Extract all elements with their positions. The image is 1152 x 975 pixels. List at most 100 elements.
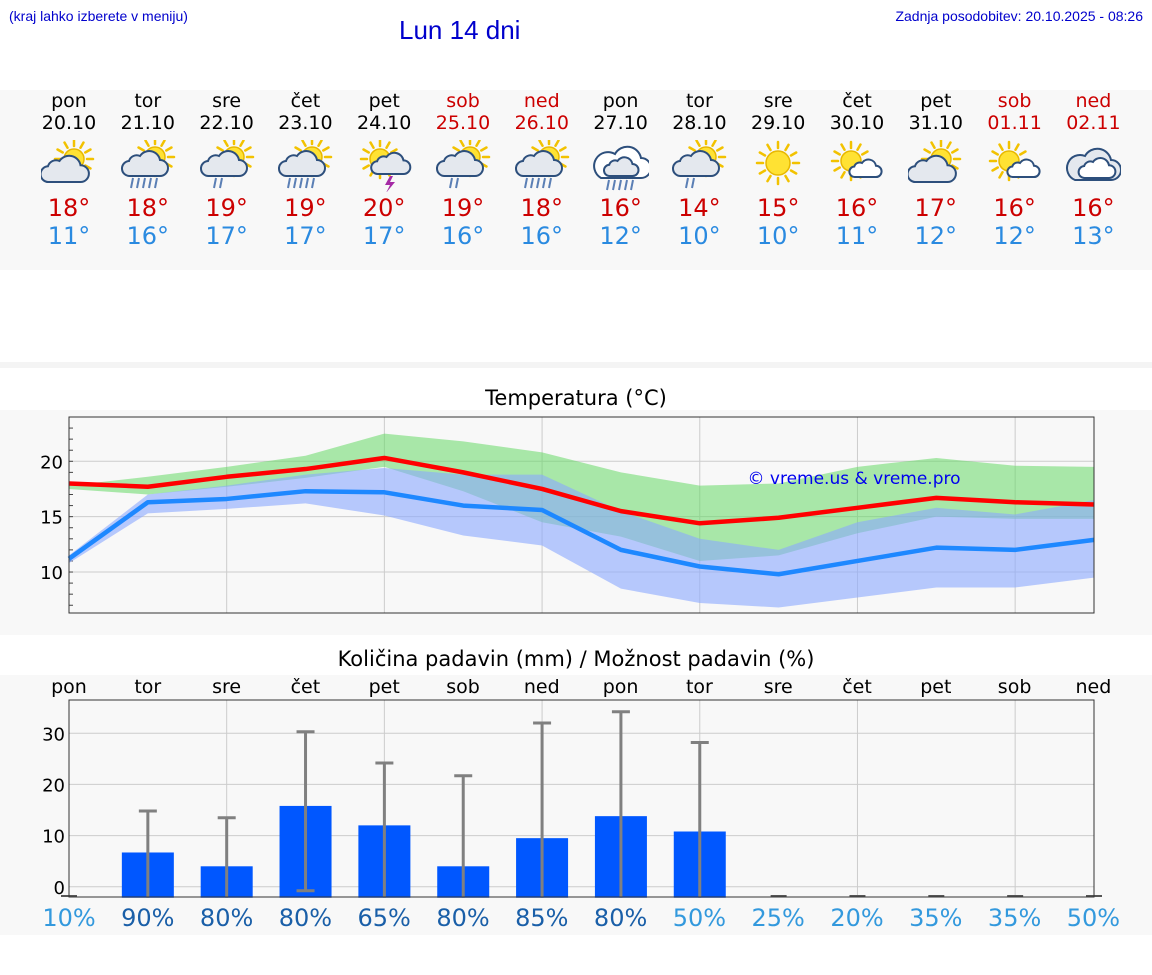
precipitation-probability: 85% (515, 904, 569, 932)
precipitation-probability: 10% (42, 904, 96, 932)
day-date: 22.10 (199, 112, 254, 134)
temp-min: 16° (126, 222, 170, 250)
temp-max: 16° (1072, 194, 1115, 222)
day-column: sob 01.11 16° 12° (975, 90, 1055, 250)
cloud-heavy-rain-icon (592, 145, 649, 191)
precipitation-probability: 90% (121, 904, 175, 932)
day-date: 24.10 (356, 112, 412, 134)
temp-max: 18° (47, 194, 91, 222)
weekday-label: pet (920, 676, 952, 698)
page-title: Lun 14 dni (399, 15, 521, 45)
sun-thunderstorm-icon (359, 140, 412, 192)
sun-cloud-heavy-rain-icon (514, 140, 570, 189)
location-hint: (kraj lahko izberete v meniju) (9, 8, 188, 24)
temp-min: 13° (1072, 222, 1115, 250)
last-update: Zadnja posodobitev: 20.10.2025 - 08:26 (895, 8, 1143, 24)
day-column: tor 28.10 14° 10° (659, 90, 739, 250)
sun-cloud-light-rain-icon (436, 140, 491, 189)
sun-cloud-heavy-rain-icon (120, 140, 176, 189)
day-name: sob (997, 90, 1032, 112)
temp-min: 10° (756, 222, 800, 250)
day-name: tor (134, 90, 162, 112)
day-column: čet 30.10 16° 11° (817, 90, 897, 250)
sun-cloud-light-rain-icon (672, 140, 727, 189)
temp-min: 12° (914, 222, 958, 250)
y-tick-label: 30 (42, 724, 65, 745)
cloudy-icon (1066, 147, 1122, 181)
day-date: 23.10 (278, 112, 333, 134)
temp-min: 10° (678, 222, 721, 250)
weekday-label: sre (212, 676, 242, 698)
day-name: tor (685, 90, 713, 112)
temp-max: 20° (362, 194, 406, 222)
weekday-label: sob (446, 676, 480, 698)
day-name: čet (290, 90, 321, 112)
temp-min: 17° (284, 222, 327, 250)
day-date: 29.10 (750, 112, 806, 134)
min-temp-line (67, 488, 1095, 577)
day-date: 01.11 (987, 112, 1042, 134)
weekday-label: čet (842, 676, 872, 698)
sun-small-cloud-icon (988, 140, 1041, 182)
day-date: 02.11 (1066, 112, 1121, 134)
weekday-label: ned (523, 676, 560, 698)
day-column: sre 22.10 19° 17° (187, 90, 267, 250)
day-name: sre (212, 90, 242, 112)
precipitation-probability: 35% (987, 904, 1042, 932)
temp-max: 16° (993, 194, 1036, 222)
day-column: pon 27.10 16° 12° (581, 90, 661, 250)
precipitation-probability: 50% (672, 904, 727, 932)
sun-small-cloud-icon (830, 140, 883, 182)
day-name: pet (920, 90, 952, 112)
day-column: tor 21.10 18° 16° (108, 90, 188, 250)
temp-max: 19° (441, 194, 485, 222)
day-date: 28.10 (672, 112, 727, 134)
y-tick-label: 10 (40, 563, 63, 584)
weekday-label: sre (763, 676, 793, 698)
sun-cloud-heavy-rain-icon (514, 140, 570, 189)
day-date: 27.10 (593, 112, 648, 134)
precipitation-probability: 50% (1066, 904, 1121, 932)
weekday-label: tor (685, 676, 713, 698)
day-column: sre 29.10 15° 10° (738, 90, 818, 250)
weekday-label: ned (1075, 676, 1112, 698)
day-column: pet 31.10 17° 12° (896, 90, 976, 250)
temp-max: 16° (835, 194, 879, 222)
watermark: © vreme.us & vreme.pro (747, 469, 960, 489)
temp-min: 12° (993, 222, 1036, 250)
day-column: pon 20.10 18° 11° (29, 90, 109, 250)
separator (0, 362, 1152, 368)
temp-max: 19° (284, 194, 327, 222)
temp-min: 11° (47, 222, 91, 250)
weekday-label: pet (368, 676, 400, 698)
temperature-chart-title: Temperatura (°C) (485, 386, 667, 410)
sun-thunderstorm-icon (359, 140, 412, 192)
weekday-label: sob (997, 676, 1032, 698)
sun-small-cloud-icon (988, 140, 1041, 182)
partly-cloudy-icon (907, 140, 962, 183)
sun-small-cloud-icon (830, 140, 883, 182)
day-name: ned (523, 90, 560, 112)
temp-max: 14° (678, 194, 721, 222)
temp-max: 17° (914, 194, 958, 222)
sun-cloud-light-rain-icon (199, 140, 254, 189)
sun-cloud-heavy-rain-icon (278, 140, 333, 189)
day-column: pet 24.10 20° 17° (344, 90, 424, 250)
sun-cloud-light-rain-icon (199, 140, 254, 189)
day-name: pon (51, 90, 87, 112)
weekday-label: pon (51, 676, 87, 698)
day-date: 26.10 (514, 112, 569, 134)
day-date: 31.10 (908, 112, 963, 134)
weekday-label: tor (134, 676, 162, 698)
daily-forecast-strip (0, 90, 1152, 270)
y-tick-label: 10 (42, 827, 65, 848)
partly-cloudy-icon (907, 140, 962, 183)
precipitation-probability: 80% (199, 904, 254, 932)
precipitation-probability: 35% (909, 904, 963, 932)
temp-min: 11° (835, 222, 879, 250)
sun-icon (755, 140, 801, 186)
y-tick-label: 15 (40, 508, 63, 529)
sun-cloud-heavy-rain-icon (120, 140, 176, 189)
